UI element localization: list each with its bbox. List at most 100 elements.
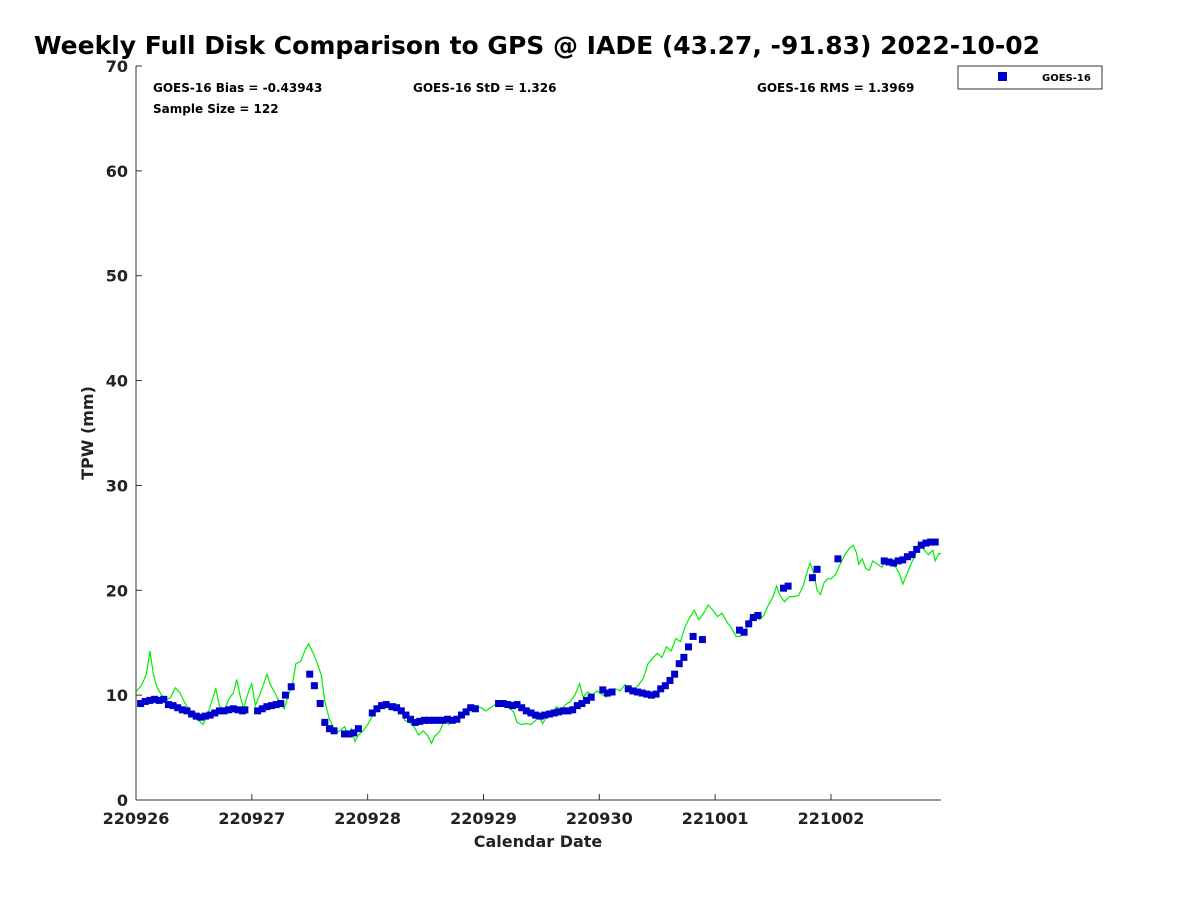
goes16-point [407, 715, 415, 723]
goes16-point [880, 557, 888, 565]
x-tick-label: 220928 [334, 809, 401, 828]
goes16-point [599, 686, 607, 694]
goes16-point [345, 730, 353, 738]
goes16-point [638, 689, 646, 697]
goes16-point [522, 707, 530, 715]
goes16-point [499, 700, 507, 708]
goes16-point [169, 702, 177, 710]
goes16-point [927, 538, 935, 546]
goes16-point [388, 703, 396, 711]
goes16-point [899, 556, 907, 564]
goes16-point [624, 685, 632, 693]
goes16-point [749, 614, 757, 622]
goes16-point [397, 707, 405, 715]
goes16-point [457, 711, 465, 719]
x-axis-label: Calendar Date [474, 832, 603, 851]
y-tick-label: 30 [106, 476, 128, 495]
goes16-point [229, 705, 237, 713]
goes16-point [258, 705, 266, 713]
goes16-point [411, 718, 419, 726]
goes16-point [183, 707, 191, 715]
goes16-point [146, 696, 154, 704]
goes16-point [518, 704, 526, 712]
legend-box [957, 65, 1103, 90]
goes16-point [885, 558, 893, 566]
std-stat: GOES-16 StD = 1.326 [413, 81, 556, 95]
chart-title: Weekly Full Disk Comparison to GPS @ IAD… [34, 31, 1040, 60]
goes16-point [643, 690, 651, 698]
goes16-point [178, 706, 186, 714]
goes16-point [310, 682, 318, 690]
goes16-point [661, 682, 669, 690]
x-tick-label: 221001 [682, 809, 749, 828]
goes16-point [541, 711, 549, 719]
x-tick-label: 220927 [218, 809, 285, 828]
goes16-point [234, 706, 242, 714]
goes16-point [453, 715, 461, 723]
goes16-point [532, 711, 540, 719]
goes16-point [211, 709, 219, 717]
goes16-point [420, 716, 428, 724]
goes16-point [495, 700, 503, 708]
goes16-point [536, 712, 544, 720]
goes16-point [368, 709, 376, 717]
y-tick-label: 70 [106, 57, 128, 76]
goes16-point [666, 676, 674, 684]
goes16-point [652, 690, 660, 698]
goes16-point [281, 691, 289, 699]
goes16-point [698, 636, 706, 644]
goes16-point [922, 539, 930, 547]
goes16-point [434, 716, 442, 724]
x-axis-ticks: 220926 220927 220928 220929 220930 221001 2210… [103, 794, 864, 828]
gps-tpw-line [135, 540, 941, 745]
goes16-point [462, 708, 470, 716]
goes16-point [402, 711, 410, 719]
bias-stat: GOES-16 Bias = -0.43943 [153, 81, 322, 95]
goes16-point [241, 706, 249, 714]
goes16-point [647, 691, 655, 699]
goes16-point [393, 704, 401, 712]
goes16-point [689, 632, 697, 640]
goes16-point [559, 707, 567, 715]
goes16-point [325, 725, 333, 733]
y-tick-label: 40 [106, 372, 128, 391]
goes16-point [188, 710, 196, 718]
goes16-point [735, 626, 743, 634]
goes16-point [444, 715, 452, 723]
goes16-point [174, 704, 182, 712]
goes16-point [913, 545, 921, 553]
goes16-point [583, 696, 591, 704]
y-axis-ticks: 0 10 20 30 40 50 60 70 [106, 57, 142, 810]
legend-label-goes16: GOES-16 [1042, 73, 1091, 84]
sample-size-stat: Sample Size = 122 [153, 102, 279, 116]
goes16-point [675, 660, 683, 668]
goes16-point [754, 611, 762, 619]
goes16-point [330, 727, 338, 735]
y-tick-label: 20 [106, 581, 128, 600]
goes16-point [197, 713, 205, 721]
goes16-point [272, 701, 280, 709]
goes16-point [813, 565, 821, 573]
plot-area: 0 10 20 30 40 50 60 70 220926 220927 220928 220929… [103, 57, 941, 828]
goes16-point [779, 584, 787, 592]
y-tick-label: 10 [106, 686, 128, 705]
goes16-point [354, 725, 362, 733]
goes16-point [634, 688, 642, 696]
goes16-point [155, 696, 163, 704]
goes16-point [555, 708, 563, 716]
goes16-point [316, 700, 324, 708]
goes16-point [890, 559, 898, 567]
goes16-point [504, 701, 512, 709]
goes16-point [382, 701, 390, 709]
goes16-point [784, 582, 792, 590]
goes16-point [151, 695, 159, 703]
goes16-point [306, 670, 314, 678]
goes16-point [569, 706, 577, 714]
goes16-point [287, 683, 295, 691]
goes16-point [527, 709, 535, 717]
goes16-point [931, 538, 939, 546]
x-tick-label: 220926 [103, 809, 170, 828]
goes16-point [340, 730, 348, 738]
legend-marker-goes16 [998, 72, 1007, 81]
goes16-point [903, 553, 911, 561]
